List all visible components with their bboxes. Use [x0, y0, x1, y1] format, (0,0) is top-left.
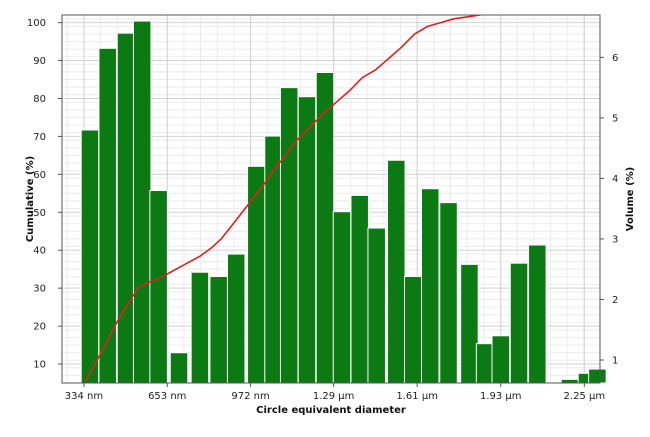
volume-bar	[387, 159, 406, 384]
volume-bar	[350, 194, 369, 384]
volume-bar	[439, 202, 458, 384]
plot-border	[61, 14, 601, 384]
volume-bar	[588, 368, 607, 384]
x-tick-label: 1.93 µm	[480, 391, 522, 402]
left-tick-label: 80	[33, 94, 46, 105]
volume-bar	[367, 227, 386, 384]
volume-bar	[528, 244, 547, 384]
x-tick-label: 1.29 µm	[313, 391, 355, 402]
volume-bar	[116, 32, 136, 384]
volume-bar	[80, 129, 100, 384]
volume-bar	[420, 188, 440, 384]
volume-bar	[247, 165, 266, 384]
volume-bar	[264, 135, 283, 384]
cumulative-line-group	[84, 15, 483, 382]
volume-bar	[279, 87, 299, 384]
plot-frame	[61, 14, 601, 384]
left-tick-label: 60	[33, 170, 46, 181]
left-tick-label: 90	[33, 56, 46, 67]
left-tick-label: 20	[33, 322, 46, 333]
right-tick-label: 4	[612, 174, 618, 185]
x-tick-label: 653 nm	[148, 391, 186, 402]
volume-bar	[98, 47, 117, 384]
left-axis-title: Cumulative (%)	[25, 156, 36, 242]
cumulative-line	[84, 15, 483, 382]
x-tick-label: 972 nm	[231, 391, 269, 402]
volume-bars	[80, 20, 607, 384]
left-tick-label: 50	[33, 208, 46, 219]
volume-bar	[190, 271, 210, 384]
axes: 334 nm 653 nm 972 nm 1.29 µm 1.61 µm 1.93 µm 2…	[27, 18, 618, 402]
volume-bar	[560, 378, 580, 384]
right-tick-label: 3	[612, 234, 618, 245]
right-axis-title: Volume (%)	[625, 167, 636, 231]
volume-bar	[169, 352, 189, 384]
x-tick-label: 2.25 µm	[564, 391, 606, 402]
right-tick-label: 1	[612, 356, 618, 367]
x-axis-title: Circle equivalent diameter	[256, 405, 406, 416]
left-tick-label: 100	[27, 18, 46, 29]
volume-bar	[404, 275, 423, 384]
volume-bar	[297, 96, 317, 384]
volume-bar	[209, 275, 228, 384]
x-tick-label: 1.61 µm	[396, 391, 438, 402]
left-tick-label: 30	[33, 284, 46, 295]
right-tick-label: 6	[612, 53, 618, 64]
left-tick-label: 70	[33, 132, 46, 143]
volume-bar	[491, 335, 511, 384]
left-tick-label: 40	[33, 246, 46, 257]
left-tick-label: 10	[33, 360, 46, 371]
volume-bar	[332, 211, 352, 384]
volume-bar	[475, 343, 495, 384]
volume-bar	[226, 253, 246, 384]
x-tick-label: 334 nm	[65, 391, 103, 402]
volume-bar	[149, 190, 168, 384]
volume-bar	[509, 262, 529, 384]
volume-bar	[132, 20, 152, 384]
volume-bar	[460, 263, 479, 384]
right-tick-label: 5	[612, 113, 618, 124]
right-tick-label: 2	[612, 295, 618, 306]
